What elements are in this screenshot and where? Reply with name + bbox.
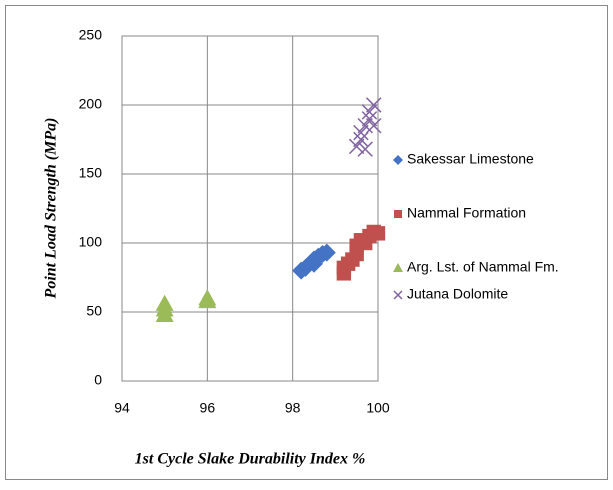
- marker: [366, 97, 382, 113]
- marker: [361, 111, 378, 127]
- marker: [348, 138, 365, 155]
- marker: [353, 131, 369, 148]
- marker: [366, 117, 382, 134]
- x-tick-label: 96: [200, 400, 216, 416]
- legend-marker: [394, 210, 402, 218]
- legend-marker: [393, 155, 403, 165]
- y-tick-label: 50: [86, 303, 102, 319]
- y-tick-label: 0: [94, 372, 102, 388]
- y-axis-title: Point Load Strength (MPa): [43, 118, 60, 300]
- x-tick-label: 94: [114, 400, 130, 416]
- y-tick-label: 250: [79, 27, 103, 43]
- legend-label: Jutana Dolomite: [407, 286, 508, 302]
- marker: [361, 104, 378, 120]
- x-tick-label: 98: [285, 400, 301, 416]
- legend-label: Arg. Lst. of Nammal Fm.: [407, 259, 559, 275]
- marker: [353, 124, 369, 141]
- y-tick-label: 100: [79, 234, 103, 250]
- y-tick-label: 150: [79, 165, 103, 181]
- legend-label: Sakessar Limestone: [407, 151, 534, 167]
- marker: [198, 289, 217, 306]
- marker: [370, 226, 386, 241]
- marker: [357, 117, 373, 134]
- legend-label: Nammal Formation: [407, 205, 526, 221]
- legend-marker: [393, 290, 403, 300]
- y-tick-label: 200: [79, 96, 103, 112]
- marker: [155, 294, 174, 311]
- legend-marker: [393, 263, 403, 272]
- x-tick-label: 100: [366, 400, 390, 416]
- marker: [357, 141, 373, 157]
- marker: [317, 243, 336, 262]
- x-axis-title: 1st Cycle Slake Durability Index %: [135, 451, 366, 468]
